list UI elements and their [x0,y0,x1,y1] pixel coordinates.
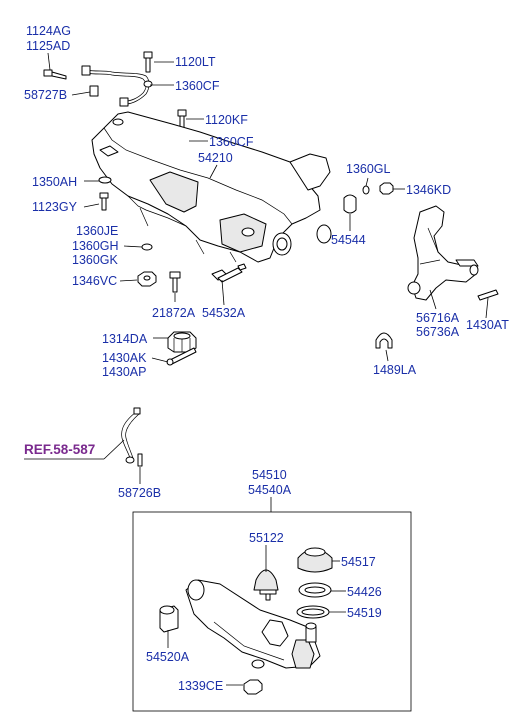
label-56716a[interactable]: 56716A [416,311,460,325]
label-56736a[interactable]: 56736A [416,325,460,339]
label-1125ad[interactable]: 1125AD [26,39,70,53]
label-1360gh[interactable]: 1360GH [72,239,119,253]
bushing-54520a-icon [159,605,179,633]
label-55122[interactable]: 55122 [249,531,284,545]
label-54210[interactable]: 54210 [198,151,233,165]
lower-arm-assembly-box [132,511,412,712]
label-1430at[interactable]: 1430AT [466,318,509,332]
label-54532a[interactable]: 54532A [202,306,246,320]
washer-1350ah-icon [98,176,112,184]
label-54544[interactable]: 54544 [331,233,366,247]
label-1346kd[interactable]: 1346KD [406,183,451,197]
clip-1360cf-icon [143,80,153,88]
label-1360je[interactable]: 1360JE [76,224,118,238]
crossmember-54210 [91,111,332,263]
bolt-1123gy-icon [99,192,109,211]
nut-1339ce-icon [243,679,263,695]
label-1360gl[interactable]: 1360GL [346,162,391,176]
label-1346vc[interactable]: 1346VC [72,274,117,288]
steering-knuckle-56716a [407,205,479,301]
label-58726b[interactable]: 58726B [118,486,161,500]
label-1360gk[interactable]: 1360GK [72,253,119,267]
bracket-1489la-icon [375,332,393,349]
bolt-1124ag-icon [43,69,67,80]
bolt-21872a-icon [169,271,181,293]
bumper-55122-icon [253,569,279,601]
nut-1346vc-icon [137,271,157,287]
label-1120lt[interactable]: 1120LT [175,55,216,69]
label-58727b[interactable]: 58727B [24,88,67,102]
castle-nut-1314da-icon [167,331,197,353]
brake-hose-upper [81,65,150,107]
label-54540a[interactable]: 54540A [248,483,292,497]
snap-ring-54519-icon [296,605,330,619]
label-54426[interactable]: 54426 [347,585,382,599]
lower-arm-54510 [185,579,321,669]
label-1350ah[interactable]: 1350AH [32,175,77,189]
label-1123gy[interactable]: 1123GY [32,200,78,214]
bumper-54544-icon [343,194,357,214]
label-21872a[interactable]: 21872A [152,306,196,320]
washer-1360gh-icon [141,243,153,251]
label-1339ce[interactable]: 1339CE [178,679,223,693]
cotter-pin-1430at-icon [477,289,499,301]
label-1430ap[interactable]: 1430AP [102,365,146,379]
label-1314da[interactable]: 1314DA [102,332,148,346]
label-1360cf-a[interactable]: 1360CF [175,79,220,93]
brake-hose-lower [121,407,143,467]
label-1489la[interactable]: 1489LA [373,363,417,377]
dust-cover-54517-icon [297,547,333,573]
label-1120kf[interactable]: 1120KF [205,113,248,127]
ring-54426-icon [298,582,332,598]
label-54517[interactable]: 54517 [341,555,376,569]
label-1360cf-b[interactable]: 1360CF [209,135,254,149]
label-54520a[interactable]: 54520A [146,650,190,664]
label-1430ak[interactable]: 1430AK [102,351,147,365]
bolt-1120lt-icon [143,51,153,73]
leader-lines [24,52,489,686]
bolt-1120kf-icon [177,109,187,129]
label-54519[interactable]: 54519 [347,606,382,620]
reference-link[interactable]: REF.58-587 [24,442,95,457]
nut-1346kd-icon [379,182,394,195]
cotter-pin-1430ak-icon [166,347,197,366]
label-54510[interactable]: 54510 [252,468,287,482]
bolt-54532a-icon [211,263,247,283]
clip-1360gl-icon [362,185,370,195]
label-1124ag[interactable]: 1124AG [26,24,71,38]
